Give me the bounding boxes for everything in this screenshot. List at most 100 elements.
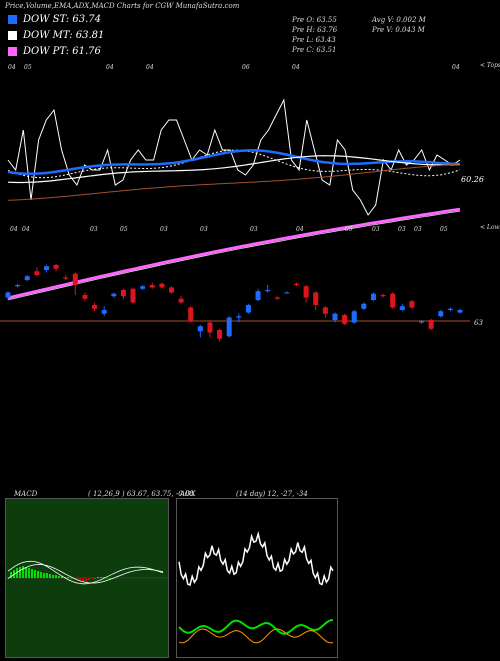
macd-signal-line bbox=[7, 564, 164, 584]
top-marker: 05 bbox=[24, 64, 32, 71]
stat-pre-high: Pre H: 63.76 bbox=[292, 26, 338, 34]
candle-body bbox=[82, 295, 88, 299]
macd-histogram-bar bbox=[25, 567, 27, 578]
candle-body bbox=[43, 266, 49, 270]
ema-pt-line bbox=[7, 207, 461, 300]
macd-histogram-bar bbox=[76, 578, 78, 579]
candle-body bbox=[351, 311, 357, 323]
candle-body bbox=[361, 303, 367, 309]
macd-line bbox=[7, 560, 164, 585]
adx-line bbox=[178, 530, 334, 586]
ema-long-line bbox=[7, 163, 461, 201]
top-marker: 04 bbox=[106, 64, 114, 71]
macd-histogram-bar bbox=[58, 576, 60, 578]
macd-histogram-bar bbox=[85, 578, 87, 581]
legend-label-mt: DOW MT: 63.81 bbox=[23, 30, 105, 41]
low-marker: 05 bbox=[345, 226, 353, 233]
macd-histogram-bar bbox=[109, 578, 111, 579]
macd-title: MACD bbox=[14, 490, 38, 498]
candle-body bbox=[130, 288, 136, 303]
macd-histogram-bar bbox=[43, 573, 45, 578]
macd-histogram-bar bbox=[16, 568, 18, 578]
candle-body bbox=[101, 310, 107, 314]
macd-histogram-bar bbox=[22, 566, 24, 578]
candle-body bbox=[419, 321, 425, 323]
low-marker: 03 bbox=[90, 226, 98, 233]
macd-params: ( 12,26,9 ) 63.67, 63.75, -0.08 bbox=[88, 490, 194, 498]
macd-histogram-bar bbox=[37, 571, 39, 578]
top-marker: 04 bbox=[8, 64, 16, 71]
macd-histogram-bar bbox=[100, 577, 102, 578]
macd-histogram-bar bbox=[19, 567, 21, 578]
macd-histogram-bar bbox=[82, 578, 84, 581]
candle-body bbox=[188, 307, 194, 322]
top-marker: 04 bbox=[452, 64, 460, 71]
low-marker: 05 bbox=[120, 226, 128, 233]
adx-plus-di-line bbox=[178, 619, 334, 635]
top-marker: 04 bbox=[146, 64, 154, 71]
candle-body bbox=[34, 271, 40, 275]
candle-body bbox=[322, 307, 328, 314]
candle-body bbox=[140, 286, 146, 289]
candle-body bbox=[342, 315, 348, 324]
low-marker: 04 bbox=[296, 226, 304, 233]
stat-pre-open: Pre O: 63.55 bbox=[292, 16, 337, 24]
adx-chart bbox=[178, 530, 334, 644]
legend-swatch-pt bbox=[8, 47, 17, 56]
price-line bbox=[7, 98, 461, 216]
macd-histogram-bar bbox=[79, 578, 81, 580]
legend-swatch-mt bbox=[8, 31, 17, 40]
adx-panel bbox=[176, 498, 338, 658]
macd-histogram-bar bbox=[70, 578, 72, 579]
stat-pre-close: Pre C: 63.51 bbox=[292, 46, 337, 54]
candle-body bbox=[313, 292, 319, 305]
current-price-label: 63 bbox=[474, 319, 483, 327]
stat-avg-volume: Avg V: 0.002 M bbox=[372, 16, 426, 24]
low-marker: 04 bbox=[10, 226, 18, 233]
candle-body bbox=[457, 310, 463, 313]
candle-body bbox=[265, 290, 271, 292]
adx-title: ADX bbox=[180, 490, 196, 498]
low-marker: 03 bbox=[200, 226, 208, 233]
adx-params: (14 day) 12, -27, -34 bbox=[236, 490, 308, 498]
low-marker: 03 bbox=[414, 226, 422, 233]
candle-body bbox=[217, 330, 223, 339]
macd-histogram-bar bbox=[31, 569, 33, 578]
macd-histogram-bar bbox=[46, 573, 48, 578]
legend-dow-pt: DOW PT: 61.76 bbox=[8, 46, 101, 57]
candle-body bbox=[438, 311, 444, 317]
macd-histogram-bar bbox=[10, 572, 12, 578]
macd-histogram-bar bbox=[94, 578, 96, 579]
candle-body bbox=[226, 317, 232, 337]
candle-body bbox=[5, 292, 11, 298]
macd-histogram-bar bbox=[40, 572, 42, 578]
candle-body bbox=[207, 322, 213, 333]
macd-histogram-bar bbox=[97, 577, 99, 578]
candle-body bbox=[380, 295, 386, 297]
ema-st-line bbox=[7, 149, 461, 175]
candle-body bbox=[24, 276, 30, 280]
candle-body bbox=[168, 287, 174, 293]
macd-chart bbox=[6, 499, 168, 657]
candle-body bbox=[245, 305, 251, 313]
macd-histogram-bar bbox=[106, 578, 108, 579]
macd-histogram-bar bbox=[49, 574, 51, 578]
lows-label: < Lows bbox=[480, 224, 500, 231]
candle-body bbox=[159, 283, 165, 288]
ema-short-dotted bbox=[7, 149, 461, 179]
macd-histogram-bar bbox=[55, 575, 57, 578]
candle-body bbox=[255, 291, 261, 300]
candle-body bbox=[15, 285, 21, 287]
candle-body bbox=[72, 273, 78, 285]
candle-body bbox=[428, 320, 434, 329]
chart-title: Price,Volume,EMA,ADX,MACD Charts for CGW… bbox=[5, 2, 240, 10]
candle-body bbox=[120, 290, 126, 297]
macd-histogram-bar bbox=[67, 577, 69, 578]
legend-swatch-st bbox=[8, 15, 17, 24]
candle-body bbox=[197, 326, 203, 332]
macd-histogram-bar bbox=[88, 578, 90, 580]
candle-body bbox=[149, 285, 155, 288]
low-marker: 04 bbox=[22, 226, 30, 233]
stat-pre-volume: Pre V: 0.043 M bbox=[372, 26, 425, 34]
candle-body bbox=[399, 306, 405, 310]
